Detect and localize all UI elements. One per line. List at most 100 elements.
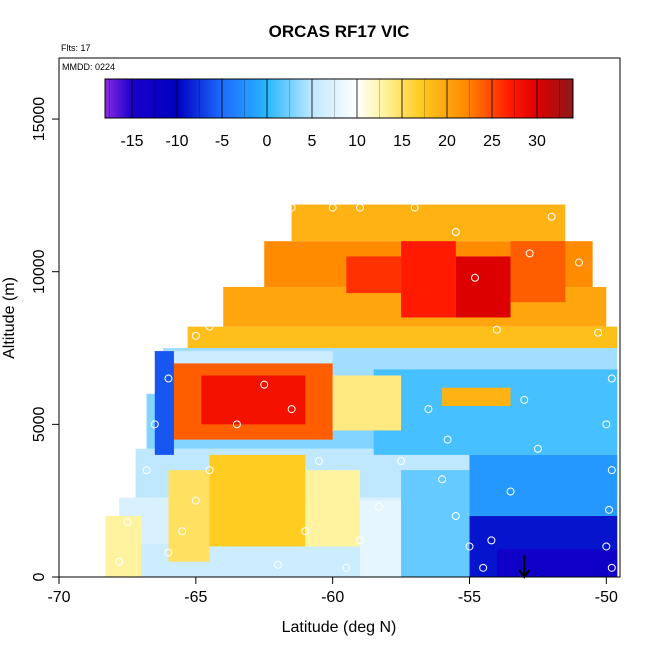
flight-point [123,518,132,527]
plot-area [105,203,618,577]
flight-point [232,267,241,276]
flight-point [602,542,611,551]
flight-point [605,505,614,514]
heatmap-cell [305,470,361,547]
flight-point [314,456,323,465]
colorbar: -15 -10 -5 0 5 10 15 20 25 30 [104,78,574,150]
flight-point [142,466,151,475]
heatmap-cell [291,204,566,242]
flight-point [607,374,616,383]
x-tick-label: -55 [458,589,481,606]
heatmap-cell [346,256,402,294]
x-tick-label: -50 [595,589,618,606]
heatmap-fields [105,204,618,577]
flight-point [602,420,611,429]
y-axis-label: Altitude (m) [1,277,18,359]
heatmap-cell [401,470,470,577]
flight-point [451,511,460,520]
plot-frame [58,57,621,578]
flight-point [356,203,365,212]
colorbar-tick-label: -5 [215,133,229,150]
heatmap-cell [105,515,142,577]
x-tick-label: -60 [321,589,344,606]
flight-point [287,405,296,414]
flight-point [438,475,447,484]
y-tick-label: 5000 [31,406,48,442]
flight-point [607,466,616,475]
flight-point [451,228,460,237]
colorbar-ticks: -15 -10 -5 0 5 10 15 20 25 30 [109,79,560,150]
flight-point [150,420,159,429]
flight-point [178,527,187,536]
flight-point [164,548,173,557]
heatmap-cell [442,387,511,407]
heatmap-cell [209,454,306,547]
flight-point [252,231,261,240]
heatmap-cell [154,351,333,364]
flight-point [273,560,282,569]
y-tick-label: 0 [31,572,48,581]
flight-point [232,420,241,429]
colorbar-tick-label: 30 [528,133,546,150]
flight-point [533,444,542,453]
colorbar-gradient [104,78,574,119]
heatmap-cell [373,369,618,455]
y-tick-label: 15000 [31,97,48,142]
y-axis: 0 5000 10000 15000 [31,97,59,581]
colorbar-tick-label: 10 [348,133,366,150]
heatmap-cell [360,500,402,577]
colorbar-tick-label: 20 [438,133,456,150]
flight-point [205,322,214,331]
flight-point [520,395,529,404]
flight-point [479,563,488,572]
flight-point [115,557,124,566]
heatmap-cell [401,241,456,318]
flight-point [547,212,556,221]
flight-point [191,331,200,340]
heatmap-cell [469,454,618,516]
flight-point [342,563,351,572]
heatmap-cell [332,375,402,431]
flight-point [525,249,534,258]
chart-title: ORCAS RF17 VIC [269,22,410,41]
colorbar-tick-label: 5 [308,133,317,150]
flight-point [492,325,501,334]
flight-point [607,563,616,572]
colorbar-tick-label: -15 [120,133,143,150]
flight-point [191,496,200,505]
heatmap-cell [510,241,566,303]
heatmap-cell [154,351,174,455]
flight-point [375,502,384,511]
colorbar-tick-label: 0 [263,133,272,150]
flight-point [487,536,496,545]
flight-point [301,527,310,536]
flight-point [424,405,433,414]
flight-track-points [115,203,616,572]
flight-point [470,273,479,282]
x-axis: -70 -65 -60 -55 -50 [47,577,618,606]
flight-point [506,487,515,496]
flight-point [465,542,474,551]
colorbar-tick-label: 25 [483,133,501,150]
flight-point [287,203,296,212]
flight-point [574,258,583,267]
flight-point [260,380,269,389]
flight-point [410,203,419,212]
y-tick-label: 10000 [31,249,48,294]
flight-point [205,466,214,475]
flight-point [443,435,452,444]
x-tick-label: -65 [184,589,207,606]
flight-point [164,374,173,383]
heatmap-cell [496,549,618,577]
heatmap-cell [187,326,618,349]
x-axis-label: Latitude (deg N) [282,619,397,636]
flight-point [397,456,406,465]
flight-point [594,328,603,337]
heatmap-cell [455,256,511,318]
heatmap-cell [201,375,306,425]
flight-point [328,203,337,212]
x-tick-label: -70 [47,589,70,606]
colorbar-tick-label: -10 [165,133,188,150]
flights-annotation: Flts: 17 [61,43,91,53]
